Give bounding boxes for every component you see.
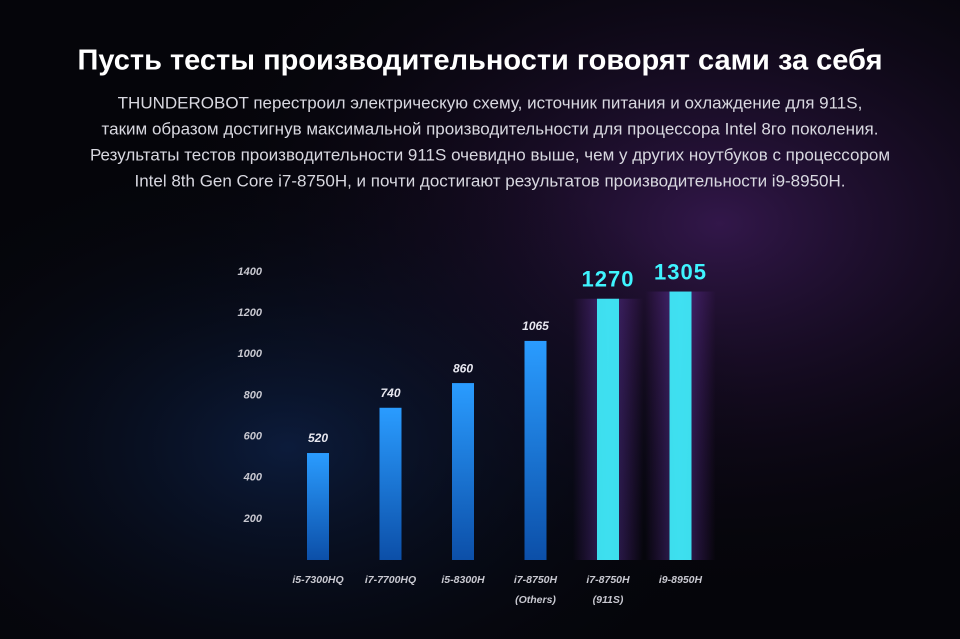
y-tick-label: 1200 — [238, 307, 263, 319]
value-label: 1270 — [582, 267, 635, 292]
x-tick-label: i7-8750H — [586, 574, 630, 586]
value-label: 740 — [380, 386, 400, 400]
description-line: Intel 8th Gen Core i7-8750H, и почти дос… — [134, 171, 845, 190]
y-tick-label: 1400 — [238, 266, 263, 278]
description-line: таким образом достигнув максимальной про… — [102, 119, 879, 138]
y-tick-label: 200 — [243, 513, 263, 525]
bar — [379, 407, 402, 560]
x-tick-label: (911S) — [593, 594, 624, 606]
description-line: Результаты тестов производительности 911… — [90, 145, 890, 164]
bar — [669, 291, 692, 560]
y-tick-label: 1000 — [238, 348, 263, 360]
x-tick-label: i9-8950H — [659, 574, 703, 586]
value-label: 520 — [308, 431, 328, 445]
value-label: 860 — [453, 361, 473, 375]
value-label: 1305 — [654, 259, 707, 284]
y-tick-label: 600 — [244, 430, 263, 442]
y-tick-label: 400 — [243, 472, 263, 484]
description: THUNDEROBOT перестроил электрическую схе… — [90, 93, 890, 190]
x-tick-label: i7-7700HQ — [365, 574, 416, 586]
value-label: 1065 — [522, 319, 549, 333]
x-tick-label: (Others) — [515, 594, 556, 606]
title: Пусть тесты производительности говорят с… — [78, 45, 883, 77]
x-tick-label: i7-8750H — [514, 574, 558, 586]
plot: 200 400 600 800 1000 1200 1400 520 i5-7300HQ 740 i… — [238, 259, 716, 606]
x-tick-label: i5-7300HQ — [292, 574, 343, 586]
bar — [307, 453, 329, 560]
bar — [524, 340, 547, 560]
y-tick-label: 800 — [244, 389, 263, 401]
description-line: THUNDEROBOT перестроил электрическую схе… — [118, 93, 863, 112]
bar — [452, 383, 474, 560]
x-tick-label: i5-8300H — [441, 574, 485, 586]
bar — [597, 298, 619, 560]
